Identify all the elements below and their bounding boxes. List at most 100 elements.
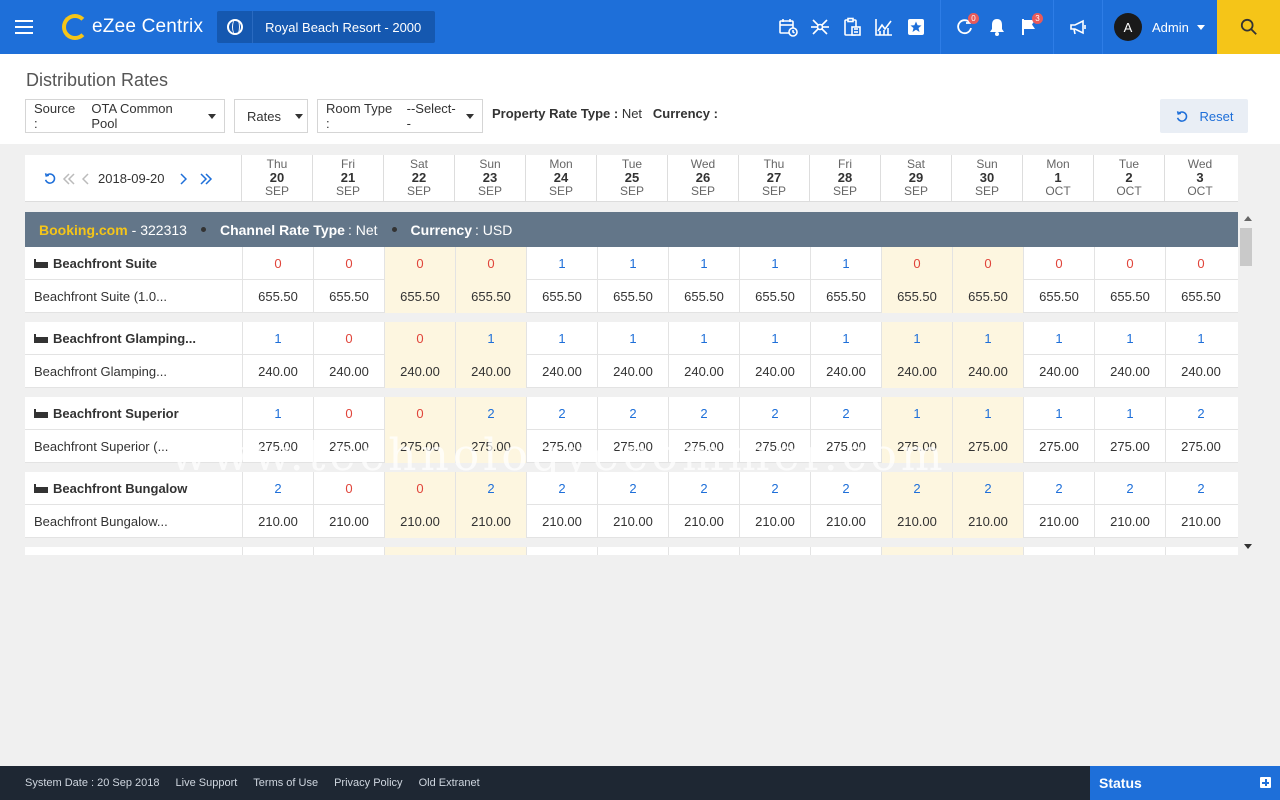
availability-cell[interactable]: 2 — [526, 397, 597, 430]
rate-cell[interactable]: 240.00 — [1023, 355, 1094, 388]
rate-plan-name[interactable]: Beachfront Suite (1.0... — [34, 289, 167, 304]
availability-cell[interactable]: 1 — [526, 247, 597, 280]
availability-cell[interactable]: 1 — [597, 247, 668, 280]
availability-cell[interactable]: 2 — [668, 397, 739, 430]
availability-cell[interactable]: 1 — [242, 322, 313, 355]
rate-cell[interactable]: 655.50 — [455, 280, 526, 313]
rate-cell[interactable]: 240.00 — [1094, 355, 1165, 388]
availability-cell[interactable]: 1 — [952, 322, 1023, 355]
rates-select[interactable]: Rates — [234, 99, 308, 133]
availability-cell[interactable]: 1 — [810, 247, 881, 280]
rate-cell[interactable]: 210.00 — [242, 505, 313, 538]
room-type-select[interactable]: Room Type : --Select-- — [317, 99, 483, 133]
availability-cell[interactable]: 2 — [810, 397, 881, 430]
availability-cell[interactable]: 2 — [739, 397, 810, 430]
availability-cell[interactable]: 2 — [668, 472, 739, 505]
rate-cell[interactable]: 240.00 — [952, 355, 1023, 388]
rate-cell[interactable]: 240.00 — [455, 355, 526, 388]
rate-cell[interactable]: 655.50 — [881, 280, 952, 313]
rate-cell[interactable]: 240.00 — [526, 355, 597, 388]
availability-cell[interactable]: 0 — [384, 397, 455, 430]
rate-cell[interactable]: 240.00 — [881, 355, 952, 388]
double-chevron-left-icon[interactable] — [62, 172, 76, 185]
availability-cell[interactable]: 1 — [1094, 322, 1165, 355]
current-date[interactable]: 2018-09-20 — [98, 171, 165, 186]
availability-cell[interactable]: 0 — [313, 472, 384, 505]
availability-cell[interactable]: 2 — [1165, 472, 1236, 505]
rate-cell[interactable]: 210.00 — [313, 505, 384, 538]
megaphone-icon[interactable] — [1062, 0, 1094, 54]
availability-cell[interactable]: 2 — [810, 472, 881, 505]
rate-cell[interactable]: 210.00 — [1165, 505, 1236, 538]
calendar-clock-icon[interactable] — [772, 0, 804, 54]
rate-cell[interactable]: 210.00 — [384, 505, 455, 538]
scrollbar-thumb[interactable] — [1240, 228, 1252, 266]
availability-cell[interactable]: 1 — [597, 322, 668, 355]
availability-cell[interactable]: 1 — [1165, 322, 1236, 355]
rate-cell[interactable]: 210.00 — [739, 505, 810, 538]
footer-link-terms[interactable]: Terms of Use — [253, 777, 319, 789]
rate-cell[interactable]: 210.00 — [668, 505, 739, 538]
availability-cell[interactable]: 1 — [1023, 397, 1094, 430]
bell-icon[interactable] — [981, 0, 1013, 54]
rate-cell[interactable]: 275.00 — [242, 430, 313, 463]
availability-cell[interactable]: 2 — [597, 472, 668, 505]
rate-plan-name[interactable]: Beachfront Glamping... — [34, 364, 167, 379]
network-icon[interactable] — [804, 0, 836, 54]
footer-link-privacy[interactable]: Privacy Policy — [334, 777, 403, 789]
rate-cell[interactable]: 655.50 — [1165, 280, 1236, 313]
rate-cell[interactable]: 240.00 — [739, 355, 810, 388]
availability-cell[interactable]: 0 — [313, 247, 384, 280]
rate-cell[interactable]: 240.00 — [597, 355, 668, 388]
rate-cell[interactable]: 655.50 — [952, 280, 1023, 313]
scroll-up-arrow[interactable] — [1244, 216, 1252, 221]
availability-cell[interactable]: 2 — [1094, 472, 1165, 505]
app-logo[interactable]: eZee Centrix — [62, 0, 203, 54]
user-menu[interactable]: A Admin — [1114, 0, 1205, 54]
rate-cell[interactable]: 210.00 — [952, 505, 1023, 538]
rate-cell[interactable]: 655.50 — [810, 280, 881, 313]
availability-cell[interactable]: 0 — [1094, 247, 1165, 280]
rate-cell[interactable]: 240.00 — [668, 355, 739, 388]
property-selector[interactable]: Royal Beach Resort - 2000 — [217, 11, 436, 43]
rate-cell[interactable]: 275.00 — [1023, 430, 1094, 463]
rate-cell[interactable]: 275.00 — [384, 430, 455, 463]
rate-cell[interactable]: 275.00 — [668, 430, 739, 463]
availability-cell[interactable]: 2 — [597, 397, 668, 430]
rate-cell[interactable]: 210.00 — [1094, 505, 1165, 538]
rate-cell[interactable]: 240.00 — [313, 355, 384, 388]
availability-cell[interactable]: 0 — [1165, 247, 1236, 280]
availability-cell[interactable]: 2 — [242, 472, 313, 505]
availability-cell[interactable]: 1 — [1023, 322, 1094, 355]
rate-cell[interactable]: 655.50 — [242, 280, 313, 313]
channel-name[interactable]: Booking.com — [39, 221, 128, 238]
double-chevron-right-icon[interactable] — [199, 172, 213, 185]
availability-cell[interactable]: 1 — [668, 322, 739, 355]
reset-button[interactable]: Reset — [1160, 99, 1248, 133]
availability-cell[interactable]: 0 — [313, 397, 384, 430]
rate-cell[interactable]: 655.50 — [1023, 280, 1094, 313]
rate-cell[interactable]: 240.00 — [242, 355, 313, 388]
rate-cell[interactable]: 210.00 — [881, 505, 952, 538]
room-type-name[interactable]: Beachfront Suite — [25, 247, 242, 280]
availability-cell[interactable]: 2 — [455, 397, 526, 430]
availability-cell[interactable]: 0 — [242, 247, 313, 280]
menu-icon[interactable] — [0, 0, 48, 54]
rate-plan-name[interactable]: Beachfront Bungalow... — [34, 514, 168, 529]
rate-cell[interactable]: 275.00 — [739, 430, 810, 463]
rate-cell[interactable]: 275.00 — [810, 430, 881, 463]
availability-cell[interactable]: 2 — [952, 472, 1023, 505]
availability-cell[interactable]: 1 — [739, 322, 810, 355]
availability-cell[interactable]: 1 — [668, 247, 739, 280]
availability-cell[interactable]: 1 — [455, 322, 526, 355]
room-type-name[interactable]: Beachfront Superior — [25, 397, 242, 430]
availability-cell[interactable]: 2 — [1165, 397, 1236, 430]
refresh-icon[interactable]: 0 — [949, 0, 981, 54]
refresh-dates-icon[interactable] — [43, 172, 56, 185]
availability-cell[interactable]: 1 — [242, 397, 313, 430]
rate-cell[interactable]: 275.00 — [313, 430, 384, 463]
rate-cell[interactable]: 275.00 — [952, 430, 1023, 463]
rate-cell[interactable]: 275.00 — [526, 430, 597, 463]
search-button[interactable] — [1217, 0, 1280, 54]
chevron-left-icon[interactable] — [82, 172, 90, 185]
